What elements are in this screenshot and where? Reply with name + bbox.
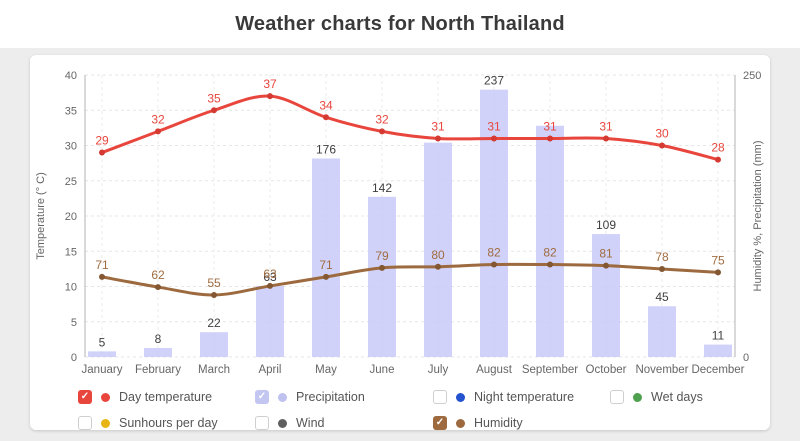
svg-text:31: 31: [487, 119, 501, 133]
svg-text:79: 79: [375, 249, 389, 263]
legend-label-precipitation: Precipitation: [296, 390, 365, 404]
svg-text:May: May: [315, 364, 337, 376]
svg-text:75: 75: [711, 253, 725, 267]
svg-text:109: 109: [596, 218, 616, 232]
svg-text:20: 20: [65, 211, 77, 223]
svg-text:62: 62: [151, 268, 165, 282]
svg-text:June: June: [370, 364, 395, 376]
legend-dot-precipitation: [278, 392, 287, 402]
svg-text:November: November: [635, 364, 688, 376]
svg-text:10: 10: [65, 282, 77, 294]
svg-text:31: 31: [543, 119, 557, 133]
svg-text:78: 78: [655, 250, 669, 264]
svg-text:5: 5: [71, 317, 77, 329]
axes: 0 5 10 15 20 25 30 35 40 0 250 January February March…: [35, 70, 764, 376]
svg-text:71: 71: [95, 258, 109, 272]
svg-text:July: July: [428, 364, 449, 376]
svg-text:35: 35: [207, 91, 221, 105]
svg-text:February: February: [135, 364, 181, 376]
legend-item-wet-days[interactable]: Wet days: [610, 389, 703, 405]
grid: [85, 74, 735, 358]
legend-checkbox-humidity[interactable]: ✓: [433, 416, 447, 430]
legend-label-wet-days: Wet days: [651, 390, 703, 404]
svg-text:82: 82: [543, 246, 557, 260]
legend-dot-humidity: [456, 418, 465, 428]
precipitation-bars: 5 8 22 63 176 142 237 109 45 11: [88, 74, 732, 357]
legend-item-precipitation[interactable]: ✓ Precipitation: [255, 389, 365, 405]
svg-text:11: 11: [712, 329, 725, 343]
legend-checkbox-sunhours-per-day[interactable]: [78, 416, 92, 430]
svg-text:31: 31: [431, 119, 445, 133]
svg-text:250: 250: [743, 70, 761, 82]
svg-text:176: 176: [316, 142, 336, 156]
svg-text:30: 30: [65, 141, 77, 153]
legend-dot-day-temperature: [101, 392, 110, 402]
legend-label-day-temperature: Day temperature: [119, 390, 213, 404]
legend-item-day-temperature[interactable]: ✓ Day temperature: [78, 389, 212, 405]
svg-text:5: 5: [99, 335, 106, 349]
svg-text:81: 81: [599, 247, 613, 261]
legend-label-night-temperature: Night temperature: [474, 390, 575, 404]
svg-text:82: 82: [487, 246, 501, 260]
svg-text:December: December: [691, 364, 744, 376]
legend-item-humidity[interactable]: ✓ Humidity: [433, 415, 523, 431]
svg-text:0: 0: [71, 352, 77, 364]
svg-text:April: April: [258, 364, 281, 376]
legend-label-sunhours-per-day: Sunhours per day: [119, 416, 218, 430]
svg-text:Temperature (° C): Temperature (° C): [35, 172, 47, 260]
svg-text:80: 80: [431, 248, 445, 262]
legend-checkbox-day-temperature[interactable]: ✓: [78, 390, 92, 404]
legend-checkbox-precipitation[interactable]: ✓: [255, 390, 269, 404]
legend-label-humidity: Humidity: [474, 416, 523, 430]
page-header: Weather charts for North Thailand: [0, 0, 800, 48]
legend-item-sunhours-per-day[interactable]: Sunhours per day: [78, 415, 218, 431]
legend-checkbox-wet-days[interactable]: [610, 390, 624, 404]
day-temperature-line: 29 32 35 37 34 32 31 31 31 31 30 28: [95, 77, 725, 163]
svg-text:34: 34: [319, 98, 333, 112]
svg-text:March: March: [198, 364, 230, 376]
svg-text:31: 31: [599, 119, 613, 133]
legend-checkbox-wind[interactable]: [255, 416, 269, 430]
svg-text:25: 25: [65, 176, 77, 188]
svg-text:35: 35: [65, 105, 77, 117]
humidity-line: 71 62 55 63 71 79 80 82 82 81 78 75: [95, 246, 725, 298]
svg-text:15: 15: [65, 246, 77, 258]
svg-text:8: 8: [155, 332, 162, 346]
page-title: Weather charts for North Thailand: [235, 12, 565, 35]
legend-dot-sunhours-per-day: [101, 418, 110, 428]
svg-text:32: 32: [375, 112, 389, 126]
legend-item-wind[interactable]: Wind: [255, 415, 324, 431]
svg-text:63: 63: [263, 270, 277, 284]
legend-item-night-temperature[interactable]: Night temperature: [433, 389, 574, 405]
svg-text:142: 142: [372, 181, 392, 195]
svg-text:Humidity %, Precipitation (mm): Humidity %, Precipitation (mm): [752, 141, 764, 292]
chart-card: 5 8 22 63 176 142 237 109 45 11 71 62 55 63 71 79 80 82 82…: [30, 55, 770, 430]
svg-text:January: January: [82, 364, 123, 376]
svg-text:63: 63: [263, 267, 277, 281]
svg-text:August: August: [476, 364, 513, 376]
svg-text:237: 237: [484, 74, 504, 88]
svg-text:October: October: [586, 364, 627, 376]
svg-text:28: 28: [711, 141, 725, 155]
svg-text:71: 71: [319, 258, 333, 272]
legend-dot-night-temperature: [456, 392, 465, 402]
svg-text:0: 0: [743, 352, 749, 364]
svg-text:32: 32: [151, 112, 165, 126]
svg-text:September: September: [522, 364, 578, 376]
legend-dot-wind: [278, 418, 287, 428]
legend-dot-wet-days: [633, 392, 642, 402]
svg-text:45: 45: [655, 290, 669, 304]
legend-checkbox-night-temperature[interactable]: [433, 390, 447, 404]
legend-label-wind: Wind: [296, 416, 325, 430]
svg-text:40: 40: [65, 70, 77, 82]
svg-text:22: 22: [207, 316, 221, 330]
svg-text:37: 37: [263, 77, 277, 91]
svg-text:29: 29: [95, 134, 109, 148]
svg-text:55: 55: [207, 276, 221, 290]
svg-text:30: 30: [655, 127, 669, 141]
